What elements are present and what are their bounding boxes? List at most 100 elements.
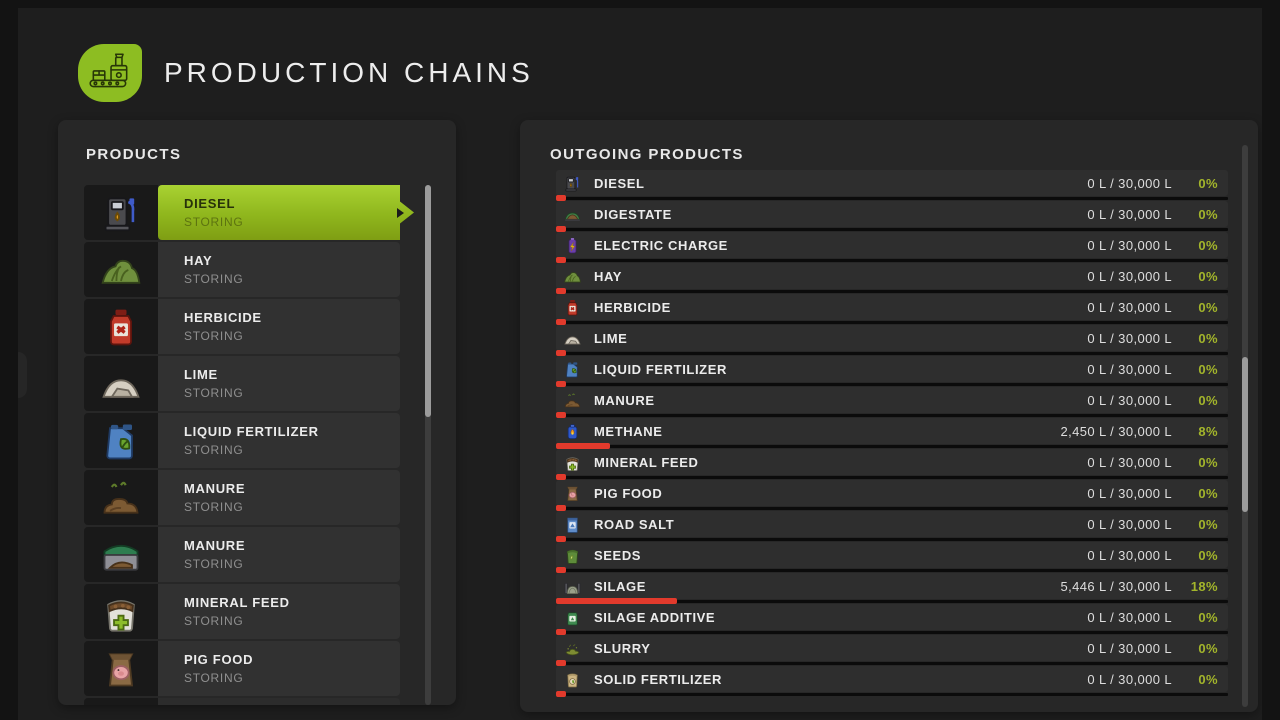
fill-level-bar [556, 629, 1228, 635]
outgoing-product-percent: 0% [1198, 361, 1218, 377]
outgoing-product-row[interactable]: PIG FOOD 0 L / 30,000 L 0% [556, 480, 1228, 511]
outgoing-product-row[interactable]: METHANE 2,450 L / 30,000 L 8% [556, 418, 1228, 449]
outgoing-product-row[interactable]: SILAGE ADDITIVE 0 L / 30,000 L 0% [556, 604, 1228, 635]
outgoing-product-percent: 0% [1198, 640, 1218, 656]
product-label: DIESEL [184, 196, 236, 211]
hay-icon [562, 265, 582, 287]
outgoing-product-row[interactable]: SLURRY 0 L / 30,000 L 0% [556, 635, 1228, 666]
outgoing-product-row[interactable]: ELECTRIC CHARGE 0 L / 30,000 L 0% [556, 232, 1228, 263]
road-salt-icon [84, 698, 158, 705]
outgoing-product-row[interactable]: SOLID FERTILIZER 0 L / 30,000 L 0% [556, 666, 1228, 697]
outgoing-product-row[interactable]: SILAGE 5,446 L / 30,000 L 18% [556, 573, 1228, 604]
outgoing-product-row[interactable]: SEEDS 0 L / 30,000 L 0% [556, 542, 1228, 573]
pig-food-icon [562, 482, 582, 504]
outgoing-product-percent: 0% [1198, 268, 1218, 284]
product-list-item[interactable]: MANURE STORING [84, 470, 400, 525]
products-scrollbar-thumb[interactable] [425, 185, 431, 417]
electric-charge-icon [562, 234, 582, 256]
product-status: STORING [184, 557, 244, 571]
fill-level-bar-fill [556, 536, 566, 542]
outgoing-product-amount: 0 L / 30,000 L [1087, 547, 1172, 563]
product-list-item[interactable]: MANURE STORING [84, 527, 400, 582]
outgoing-product-percent: 0% [1198, 175, 1218, 191]
product-status: STORING [184, 215, 244, 229]
lime-icon [84, 356, 158, 411]
slurry-icon [562, 637, 582, 659]
pig-food-icon [84, 641, 158, 696]
outgoing-product-row[interactable]: HAY 0 L / 30,000 L 0% [556, 263, 1228, 294]
outgoing-product-row[interactable]: DIESEL 0 L / 30,000 L 0% [556, 170, 1228, 201]
outgoing-product-percent: 0% [1198, 609, 1218, 625]
fill-level-bar-fill [556, 598, 677, 604]
product-list-item[interactable]: DIESEL STORING [84, 185, 400, 240]
fill-level-bar [556, 567, 1228, 573]
fill-level-bar [556, 505, 1228, 511]
fill-level-bar [556, 443, 1228, 449]
outgoing-product-label: ROAD SALT [594, 516, 675, 532]
outgoing-product-amount: 0 L / 30,000 L [1087, 609, 1172, 625]
fill-level-bar-fill [556, 381, 566, 387]
outgoing-product-row[interactable]: LIME 0 L / 30,000 L 0% [556, 325, 1228, 356]
outgoing-product-row[interactable]: MINERAL FEED 0 L / 30,000 L 0% [556, 449, 1228, 480]
outgoing-product-percent: 0% [1198, 299, 1218, 315]
outgoing-product-amount: 0 L / 30,000 L [1087, 671, 1172, 687]
outgoing-product-row[interactable]: HERBICIDE 0 L / 30,000 L 0% [556, 294, 1228, 325]
product-list-item[interactable]: MINERAL FEED STORING [84, 584, 400, 639]
fill-level-bar-fill [556, 319, 566, 325]
fill-level-bar-fill [556, 567, 566, 573]
outgoing-product-percent: 0% [1198, 485, 1218, 501]
product-list-item[interactable]: HERBICIDE STORING [84, 299, 400, 354]
fill-level-bar-fill [556, 350, 566, 356]
outgoing-product-amount: 0 L / 30,000 L [1087, 330, 1172, 346]
product-list-item[interactable]: PIG FOOD STORING [84, 641, 400, 696]
product-status: STORING [184, 272, 244, 286]
outgoing-product-label: HAY [594, 268, 623, 284]
fill-level-bar-fill [556, 257, 566, 263]
silage-icon [562, 575, 582, 597]
outgoing-scrollbar-thumb[interactable] [1242, 357, 1248, 512]
outgoing-product-label: MANURE [594, 392, 655, 408]
left-edge-tab[interactable] [18, 352, 27, 398]
outgoing-product-percent: 0% [1198, 237, 1218, 253]
outgoing-product-label: SILAGE [594, 578, 646, 594]
page-title: PRODUCTION CHAINS [164, 57, 534, 88]
fuel-pump-icon [84, 185, 158, 240]
fill-level-bar-fill [556, 443, 610, 449]
fill-level-bar [556, 288, 1228, 294]
liquid-fertilizer-icon [84, 413, 158, 468]
products-list: DIESEL STORING HAY STORING HERBICIDE STO… [84, 185, 400, 705]
outgoing-product-row[interactable]: DIGESTATE 0 L / 30,000 L 0% [556, 201, 1228, 232]
product-list-item[interactable]: HAY STORING [84, 242, 400, 297]
outgoing-product-label: HERBICIDE [594, 299, 671, 315]
fill-level-bar-fill [556, 474, 566, 480]
outgoing-product-amount: 0 L / 30,000 L [1087, 237, 1172, 253]
fill-level-bar-fill [556, 226, 566, 232]
product-list-item[interactable]: LIME STORING [84, 356, 400, 411]
outgoing-product-label: SOLID FERTILIZER [594, 671, 723, 687]
outgoing-product-percent: 8% [1198, 423, 1218, 439]
solid-fertilizer-icon [562, 668, 582, 690]
outgoing-product-amount: 0 L / 30,000 L [1087, 206, 1172, 222]
outgoing-product-row[interactable]: ROAD SALT 0 L / 30,000 L 0% [556, 511, 1228, 542]
outgoing-product-row[interactable]: MANURE 0 L / 30,000 L 0% [556, 387, 1228, 418]
product-status: STORING [184, 671, 244, 685]
products-scrollbar[interactable] [425, 185, 431, 705]
outgoing-product-amount: 5,446 L / 30,000 L [1060, 578, 1172, 594]
lime-icon [562, 327, 582, 349]
outgoing-product-amount: 0 L / 30,000 L [1087, 268, 1172, 284]
product-label: MINERAL FEED [184, 595, 290, 610]
outgoing-product-amount: 0 L / 30,000 L [1087, 640, 1172, 656]
outgoing-product-amount: 0 L / 30,000 L [1087, 392, 1172, 408]
outgoing-product-label: SEEDS [594, 547, 642, 563]
fill-level-bar-fill [556, 660, 566, 666]
product-list-item[interactable]: LIQUID FERTILIZER STORING [84, 413, 400, 468]
outgoing-product-row[interactable]: LIQUID FERTILIZER 0 L / 30,000 L 0% [556, 356, 1228, 387]
outgoing-product-label: METHANE [594, 423, 663, 439]
outgoing-product-label: LIQUID FERTILIZER [594, 361, 727, 377]
outgoing-scrollbar[interactable] [1242, 145, 1248, 707]
fill-level-bar [556, 536, 1228, 542]
outgoing-product-label: LIME [594, 330, 628, 346]
product-list-item[interactable] [84, 698, 400, 705]
herbicide-icon [562, 296, 582, 318]
product-label: HAY [184, 253, 213, 268]
